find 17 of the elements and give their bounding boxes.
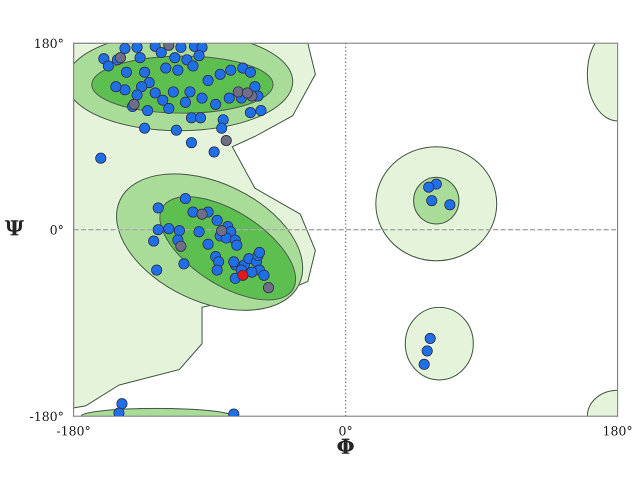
y-tick-label: 0°: [50, 225, 63, 235]
y-tick-label: 180°: [35, 38, 63, 48]
point: [175, 240, 186, 252]
x-tick-label: 180°: [604, 426, 632, 436]
y-tick-label: -180°: [30, 412, 63, 422]
x-axis-title: Φ: [337, 438, 354, 454]
point: [237, 270, 248, 281]
point: [242, 87, 253, 98]
y-axis-title: Ψ: [5, 220, 24, 236]
point: [220, 135, 232, 146]
point: [232, 86, 244, 98]
x-tick-label: 0°: [339, 426, 352, 436]
point: [262, 282, 274, 294]
point: [196, 208, 208, 220]
point: [114, 52, 126, 64]
point: [216, 225, 228, 236]
x-tick-label: -180°: [56, 426, 90, 436]
